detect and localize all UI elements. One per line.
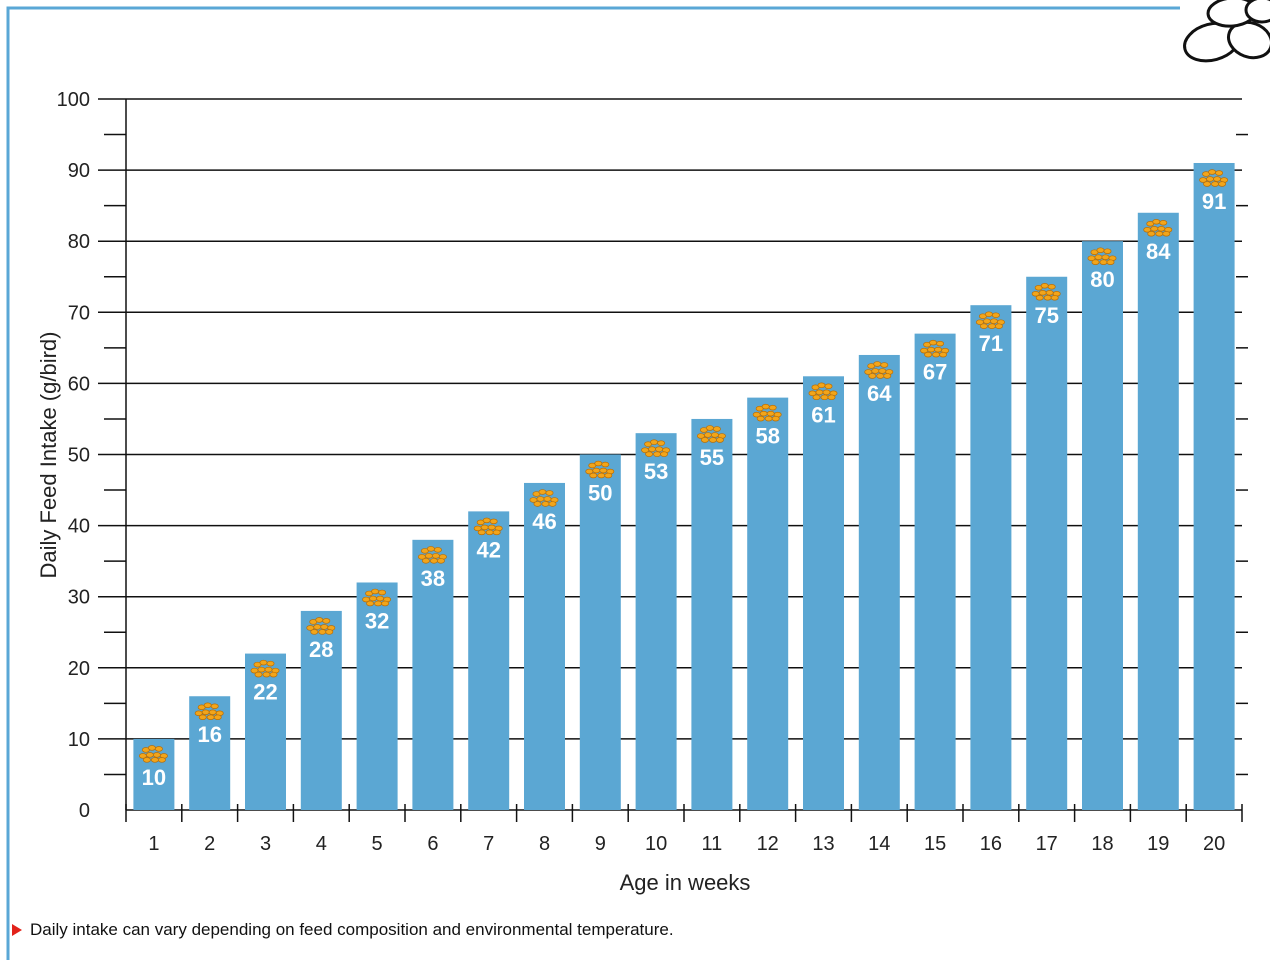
x-tick-label: 11 bbox=[702, 833, 723, 855]
x-tick-label: 10 bbox=[645, 833, 667, 855]
x-tick-label: 15 bbox=[924, 833, 946, 855]
footnote-text: Daily intake can vary depending on feed … bbox=[30, 920, 674, 940]
x-tick-label: 6 bbox=[427, 833, 438, 855]
bar-value-label: 10 bbox=[142, 765, 166, 790]
bar bbox=[636, 433, 677, 810]
bar-value-label: 32 bbox=[365, 608, 389, 633]
bar-value-label: 38 bbox=[421, 566, 445, 591]
footnote: Daily intake can vary depending on feed … bbox=[12, 920, 674, 940]
bar bbox=[1138, 213, 1179, 810]
x-tick-label: 5 bbox=[372, 833, 383, 855]
y-tick-label: 0 bbox=[79, 800, 90, 822]
bar-value-label: 53 bbox=[644, 459, 668, 484]
y-tick-label: 100 bbox=[57, 89, 90, 111]
bar bbox=[691, 419, 732, 810]
bar-value-label: 55 bbox=[700, 445, 724, 470]
x-axis-title: Age in weeks bbox=[620, 870, 751, 895]
x-tick-label: 4 bbox=[316, 833, 327, 855]
bar-value-label: 80 bbox=[1090, 267, 1114, 292]
triangle-bullet-icon bbox=[12, 924, 22, 936]
bar bbox=[803, 376, 844, 810]
bar-value-label: 28 bbox=[309, 637, 333, 662]
x-tick-label: 19 bbox=[1147, 833, 1169, 855]
y-tick-label: 50 bbox=[68, 445, 90, 467]
y-tick-label: 90 bbox=[68, 160, 90, 182]
bar bbox=[580, 455, 621, 811]
y-tick-label: 60 bbox=[68, 373, 90, 395]
x-tick-label: 7 bbox=[483, 833, 494, 855]
bar-value-label: 42 bbox=[476, 537, 500, 562]
bar bbox=[859, 355, 900, 810]
x-tick-label: 12 bbox=[757, 833, 779, 855]
bar-value-label: 67 bbox=[923, 360, 947, 385]
bar bbox=[915, 334, 956, 810]
bar-value-label: 58 bbox=[755, 424, 779, 449]
bar-value-label: 64 bbox=[867, 381, 892, 406]
x-tick-label: 13 bbox=[812, 833, 834, 855]
y-tick-label: 80 bbox=[68, 231, 90, 253]
bar-value-label: 46 bbox=[532, 509, 556, 534]
bar-value-label: 75 bbox=[1034, 303, 1058, 328]
bar bbox=[1082, 241, 1123, 810]
bars: 10 16 22 28 32 38 42 46 50 53 55 58 61 64 67 71 75 80 84 91 bbox=[133, 163, 1234, 810]
x-tick-label: 17 bbox=[1036, 833, 1058, 855]
bar-value-label: 50 bbox=[588, 481, 612, 506]
y-tick-label: 70 bbox=[68, 302, 90, 324]
y-tick-label: 40 bbox=[68, 516, 90, 538]
bar-value-label: 71 bbox=[979, 331, 1003, 356]
y-tick-label: 30 bbox=[68, 587, 90, 609]
x-tick-label: 1 bbox=[148, 833, 159, 855]
y-axis-ticks: 0 10 20 30 40 50 60 70 80 90 100 bbox=[57, 89, 90, 822]
y-tick-label: 10 bbox=[68, 729, 90, 751]
bar-value-label: 61 bbox=[811, 402, 835, 427]
y-tick-label: 20 bbox=[68, 658, 90, 680]
x-tick-label: 14 bbox=[868, 833, 890, 855]
x-tick-label: 9 bbox=[595, 833, 606, 855]
bar-value-label: 16 bbox=[197, 722, 221, 747]
bar-value-label: 84 bbox=[1146, 239, 1171, 264]
y-axis-title: Daily Feed Intake (g/bird) bbox=[36, 332, 61, 579]
bar-value-label: 22 bbox=[253, 680, 277, 705]
x-tick-label: 18 bbox=[1091, 833, 1113, 855]
x-tick-label: 16 bbox=[980, 833, 1002, 855]
bar bbox=[970, 305, 1011, 810]
x-tick-label: 20 bbox=[1203, 833, 1225, 855]
x-axis-ticks: 1 2 3 4 5 6 7 8 9 10 11 12 13 14 15 16 17 18 19 20 bbox=[126, 804, 1242, 855]
bar bbox=[1194, 163, 1235, 810]
x-tick-label: 2 bbox=[204, 833, 215, 855]
bar bbox=[747, 398, 788, 810]
x-tick-label: 3 bbox=[260, 833, 271, 855]
bar bbox=[1026, 277, 1067, 810]
x-tick-label: 8 bbox=[539, 833, 550, 855]
bar-value-label: 91 bbox=[1202, 189, 1226, 214]
